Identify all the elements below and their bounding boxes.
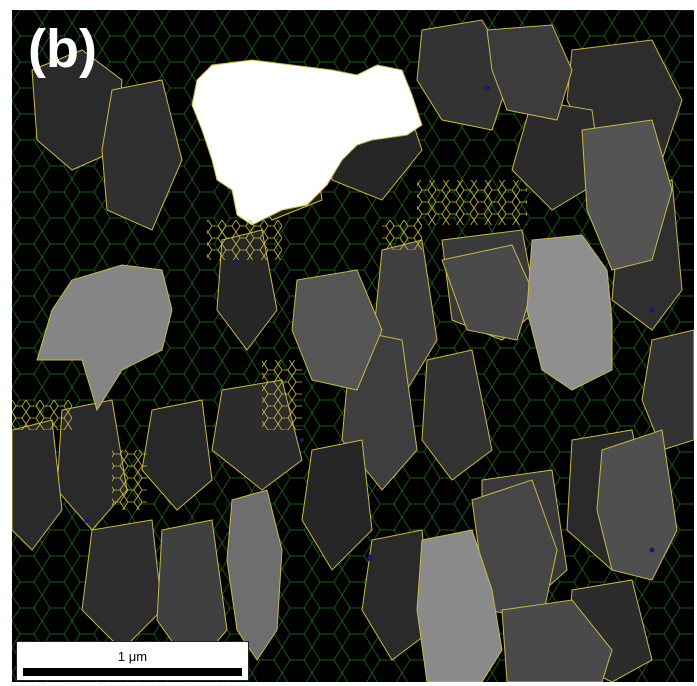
- panel-label: (b): [28, 22, 97, 76]
- ebsd-grain-map: [12, 10, 694, 682]
- scale-bar-label: 1 μm: [17, 649, 248, 664]
- scale-bar-box: 1 μm: [16, 641, 249, 681]
- scale-bar: [23, 668, 242, 676]
- grain-map-svg: [12, 10, 694, 682]
